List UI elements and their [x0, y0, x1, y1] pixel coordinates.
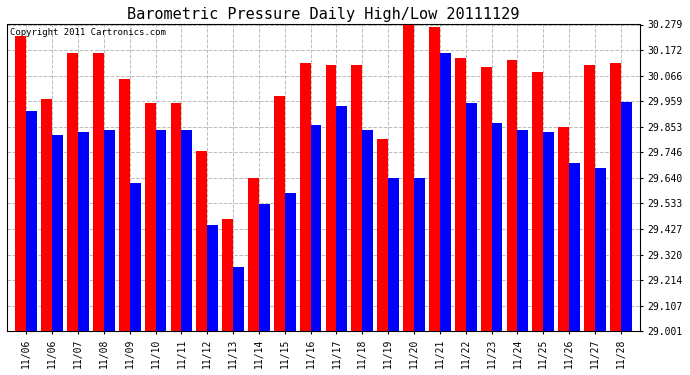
Text: Copyright 2011 Cartronics.com: Copyright 2011 Cartronics.com: [10, 28, 166, 37]
Bar: [326, 65, 337, 331]
Bar: [377, 140, 388, 331]
Bar: [248, 178, 259, 331]
Bar: [518, 130, 529, 331]
Bar: [533, 72, 543, 331]
Bar: [155, 130, 166, 331]
Bar: [259, 204, 270, 331]
Bar: [337, 106, 347, 331]
Bar: [207, 225, 218, 331]
Bar: [170, 104, 181, 331]
Bar: [274, 96, 285, 331]
Bar: [93, 53, 104, 331]
Bar: [233, 267, 244, 331]
Bar: [543, 132, 554, 331]
Bar: [285, 194, 295, 331]
Bar: [104, 130, 115, 331]
Title: Barometric Pressure Daily High/Low 20111129: Barometric Pressure Daily High/Low 20111…: [128, 7, 520, 22]
Bar: [78, 132, 89, 331]
Bar: [222, 219, 233, 331]
Bar: [569, 164, 580, 331]
Bar: [41, 99, 52, 331]
Bar: [26, 111, 37, 331]
Bar: [455, 58, 466, 331]
Bar: [491, 123, 502, 331]
Bar: [299, 63, 310, 331]
Bar: [310, 125, 322, 331]
Bar: [119, 80, 130, 331]
Bar: [197, 152, 207, 331]
Bar: [130, 183, 141, 331]
Bar: [466, 104, 477, 331]
Bar: [506, 60, 518, 331]
Bar: [181, 130, 193, 331]
Bar: [429, 27, 440, 331]
Bar: [440, 53, 451, 331]
Bar: [362, 130, 373, 331]
Bar: [351, 65, 362, 331]
Bar: [145, 104, 155, 331]
Bar: [610, 63, 621, 331]
Bar: [403, 26, 414, 331]
Bar: [15, 36, 26, 331]
Bar: [558, 128, 569, 331]
Bar: [595, 168, 606, 331]
Bar: [481, 68, 491, 331]
Bar: [67, 53, 78, 331]
Bar: [414, 178, 425, 331]
Bar: [52, 135, 63, 331]
Bar: [584, 65, 595, 331]
Bar: [621, 102, 631, 331]
Bar: [388, 178, 399, 331]
